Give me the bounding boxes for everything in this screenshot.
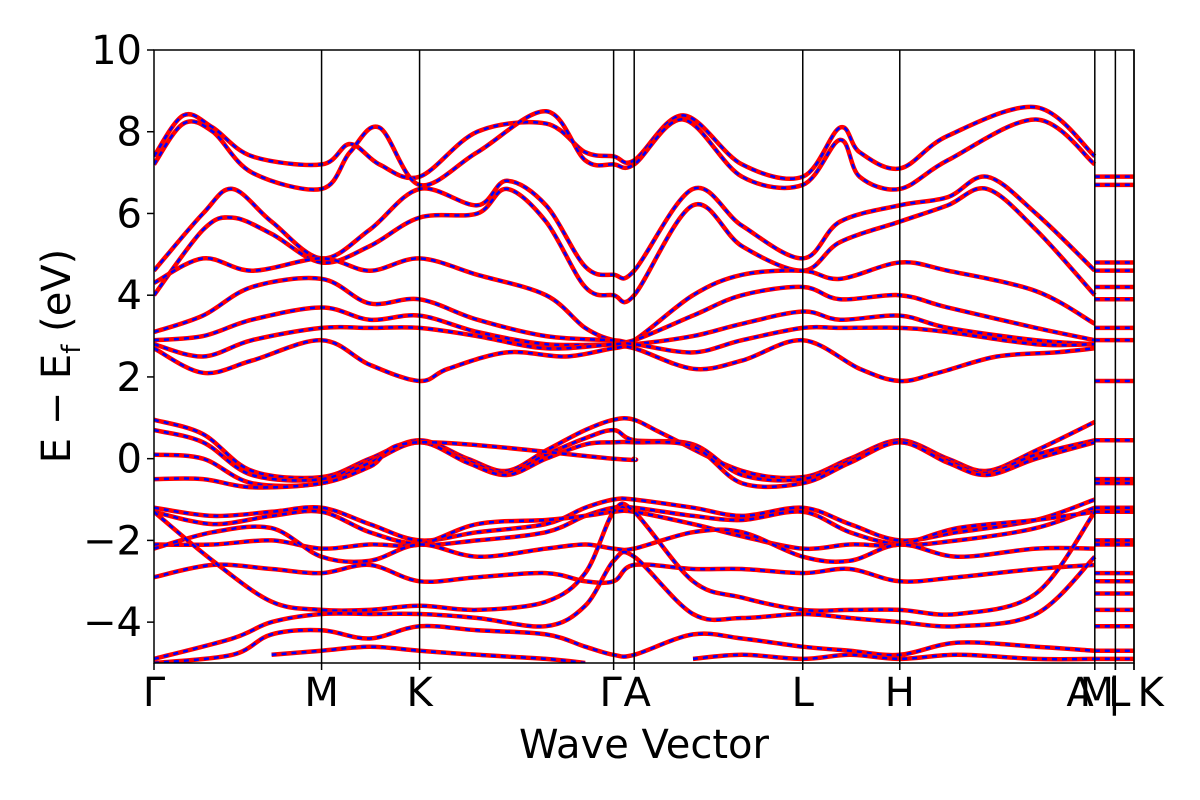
band-line-blue-12: [154, 441, 638, 489]
y-tick-label: 4: [117, 273, 142, 319]
y-tick-label: 2: [117, 355, 142, 401]
x-tick-label: M: [304, 670, 339, 716]
x-axis-ticks: Γ M K Γ A L H AM|L K: [143, 663, 1166, 716]
x-tick-label: L: [792, 670, 815, 716]
band-line-blue-18: [154, 502, 1096, 616]
band-line-red-1: [154, 109, 1097, 192]
band-line-blue-1: [154, 110, 1096, 191]
y-tick-label: 10: [91, 28, 142, 74]
band-line-blue-2: [154, 175, 1096, 280]
band-line-blue-8: [154, 338, 1095, 383]
band-lines: [154, 104, 1134, 663]
y-tick-label: −4: [83, 600, 142, 646]
band-line-red-18: [154, 501, 1097, 617]
x-tick-label: L: [1108, 670, 1131, 716]
band-line-blue-9: [154, 417, 1096, 480]
plot-frame: [153, 49, 1135, 664]
band-line-red-17: [154, 562, 1095, 586]
band-line-blue-22: [692, 653, 1095, 661]
y-tick-label: 6: [117, 191, 142, 237]
x-axis-label: Wave Vector: [519, 722, 770, 768]
band-line-red-21: [271, 644, 586, 663]
y-axis-label-sub: f: [57, 344, 87, 354]
x-tick-label: Γ: [600, 670, 623, 716]
x-tick-label: M: [1080, 670, 1115, 716]
x-tick-label: |: [1108, 670, 1121, 716]
band-line-red-6: [154, 305, 1095, 348]
band-line-blue-11: [154, 440, 1096, 489]
x-tick-label: Γ: [143, 670, 166, 716]
y-axis-ticks: −4 −2 0 2 4 6 8 10: [83, 28, 154, 646]
band-line-red-10: [154, 427, 1096, 483]
band-line-blue-6: [154, 306, 1095, 347]
x-tick-label: A: [1066, 670, 1094, 716]
x-tick-label: K: [406, 670, 434, 716]
band-line-red-7: [154, 324, 1095, 359]
band-line-blue-0: [154, 105, 1096, 181]
y-axis-label: E − Ef (eV): [34, 249, 87, 464]
y-axis-label-unit: (eV): [34, 249, 80, 345]
y-tick-label: 8: [117, 110, 142, 156]
y-axis-label-main: E − E: [34, 354, 80, 464]
x-tick-label: K: [1138, 670, 1166, 716]
x-tick-label: H: [885, 670, 915, 716]
y-tick-label: 0: [117, 437, 142, 483]
band-line-blue-3: [154, 186, 1096, 304]
x-tick-label: A: [623, 670, 651, 716]
band-line-red-9: [154, 416, 1096, 481]
y-tick-label: −2: [83, 518, 142, 564]
